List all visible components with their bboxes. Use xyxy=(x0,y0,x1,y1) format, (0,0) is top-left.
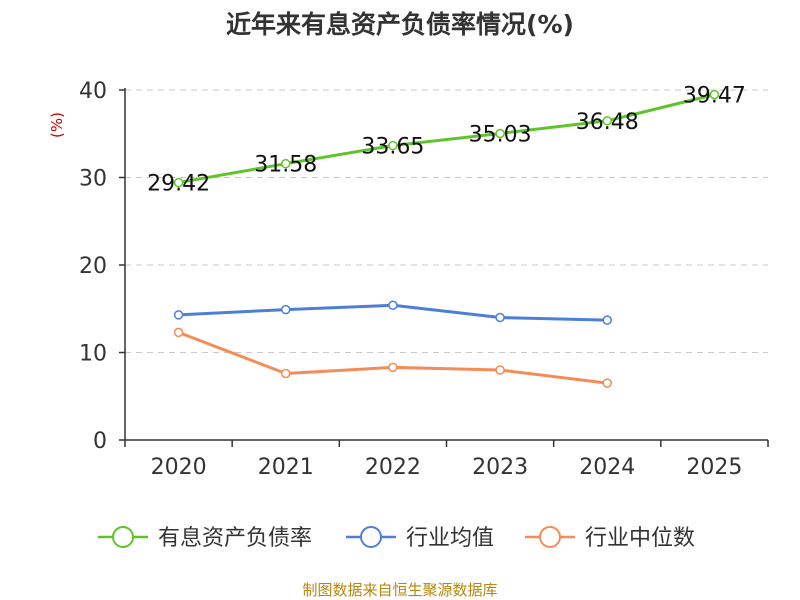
data-label: 36.48 xyxy=(576,110,639,135)
x-tick-label: 2021 xyxy=(258,455,314,480)
data-point[interactable] xyxy=(173,310,184,320)
legend-swatch-marker xyxy=(539,526,561,548)
data-label: 29.42 xyxy=(147,172,210,197)
data-point[interactable] xyxy=(602,315,612,325)
data-label: 31.58 xyxy=(254,153,317,178)
data-point[interactable] xyxy=(173,327,184,338)
series-group xyxy=(173,89,720,388)
data-point[interactable] xyxy=(602,116,612,126)
legend[interactable]: 有息资产负债率 行业均值 行业中位数 xyxy=(98,526,695,551)
series-line xyxy=(178,330,608,385)
axes: 0 10 20 30 40 2020 2021 2022 2023 2024 2025 xyxy=(79,79,769,480)
y-tick-label: 40 xyxy=(79,79,107,104)
data-point[interactable] xyxy=(495,365,505,375)
x-tick-label: 2022 xyxy=(365,455,421,480)
y-tick-label: 0 xyxy=(93,429,107,454)
y-tick-label: 10 xyxy=(79,342,107,367)
gridlines xyxy=(125,89,768,353)
legend-item[interactable]: 行业均值 xyxy=(346,526,494,551)
legend-label: 行业均值 xyxy=(406,526,494,551)
data-point[interactable] xyxy=(388,362,398,373)
source-note: 制图数据来自恒生聚源数据库 xyxy=(302,581,497,599)
y-axis-unit-label: (%) xyxy=(48,112,66,138)
x-tick-label: 2020 xyxy=(151,455,207,480)
legend-swatch-marker xyxy=(360,526,382,548)
legend-item[interactable]: 行业中位数 xyxy=(525,526,695,551)
x-tick-label: 2024 xyxy=(579,455,635,480)
data-point[interactable] xyxy=(602,378,612,388)
legend-label: 行业中位数 xyxy=(585,526,695,551)
data-point[interactable] xyxy=(388,300,398,310)
data-label: 35.03 xyxy=(469,122,532,147)
data-point[interactable] xyxy=(709,89,720,100)
legend-swatch-marker xyxy=(112,526,134,548)
x-tick-label: 2023 xyxy=(472,455,528,480)
data-point[interactable] xyxy=(495,312,505,323)
legend-item[interactable]: 有息资产负债率 xyxy=(98,526,312,551)
data-label: 39.47 xyxy=(683,84,746,109)
data-labels: 29.42 31.58 33.65 35.03 36.48 39.47 xyxy=(147,84,746,197)
legend-label: 有息资产负债率 xyxy=(158,526,312,551)
data-point[interactable] xyxy=(281,158,291,169)
series-line xyxy=(178,93,715,185)
data-point[interactable] xyxy=(173,177,184,188)
y-tick-label: 30 xyxy=(79,167,107,192)
data-label: 33.65 xyxy=(361,135,424,160)
y-tick-label: 20 xyxy=(79,254,107,279)
data-point[interactable] xyxy=(388,140,398,151)
chart-title: 近年来有息资产负债率情况(%) xyxy=(226,10,574,39)
x-tick-label: 2025 xyxy=(686,455,742,480)
data-point[interactable] xyxy=(495,128,505,139)
data-point[interactable] xyxy=(281,304,291,315)
data-point[interactable] xyxy=(281,368,291,379)
